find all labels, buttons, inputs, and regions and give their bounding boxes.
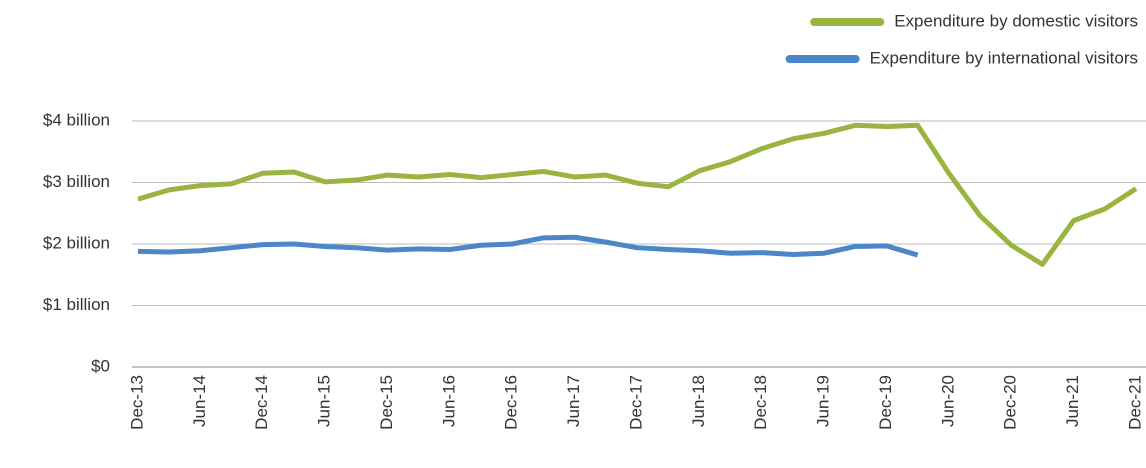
y-tick-label: $0 [91,356,110,375]
legend-label: Expenditure by domestic visitors [894,11,1138,30]
y-tick-label: $3 billion [43,172,110,191]
x-tick-label: Jun-18 [689,375,708,427]
x-tick-label: Dec-13 [127,375,146,430]
x-tick-label: Dec-21 [1125,375,1144,430]
series-line [137,234,919,258]
x-tick-label: Dec-18 [751,375,770,430]
x-tick-label: Dec-15 [377,375,396,430]
y-tick-label: $1 billion [43,295,110,314]
legend-label: Expenditure by international visitors [870,48,1138,67]
x-tick-label: Dec-17 [626,375,645,430]
x-tick-label: Jun-16 [439,375,458,427]
series-line [137,122,1138,267]
y-tick-label: $2 billion [43,233,110,252]
y-tick-label: $4 billion [43,110,110,129]
x-tick-label: Jun-21 [1063,375,1082,427]
x-tick-label: Jun-19 [814,375,833,427]
x-tick-label: Dec-16 [502,375,521,430]
x-tick-label: Jun-20 [938,375,957,427]
x-tick-label: Jun-17 [564,375,583,427]
x-tick-label: Jun-14 [190,375,209,427]
x-tick-label: Dec-19 [876,375,895,430]
x-tick-label: Dec-14 [252,375,271,430]
x-tick-label: Jun-15 [315,375,334,427]
x-tick-label: Dec-20 [1001,375,1020,430]
